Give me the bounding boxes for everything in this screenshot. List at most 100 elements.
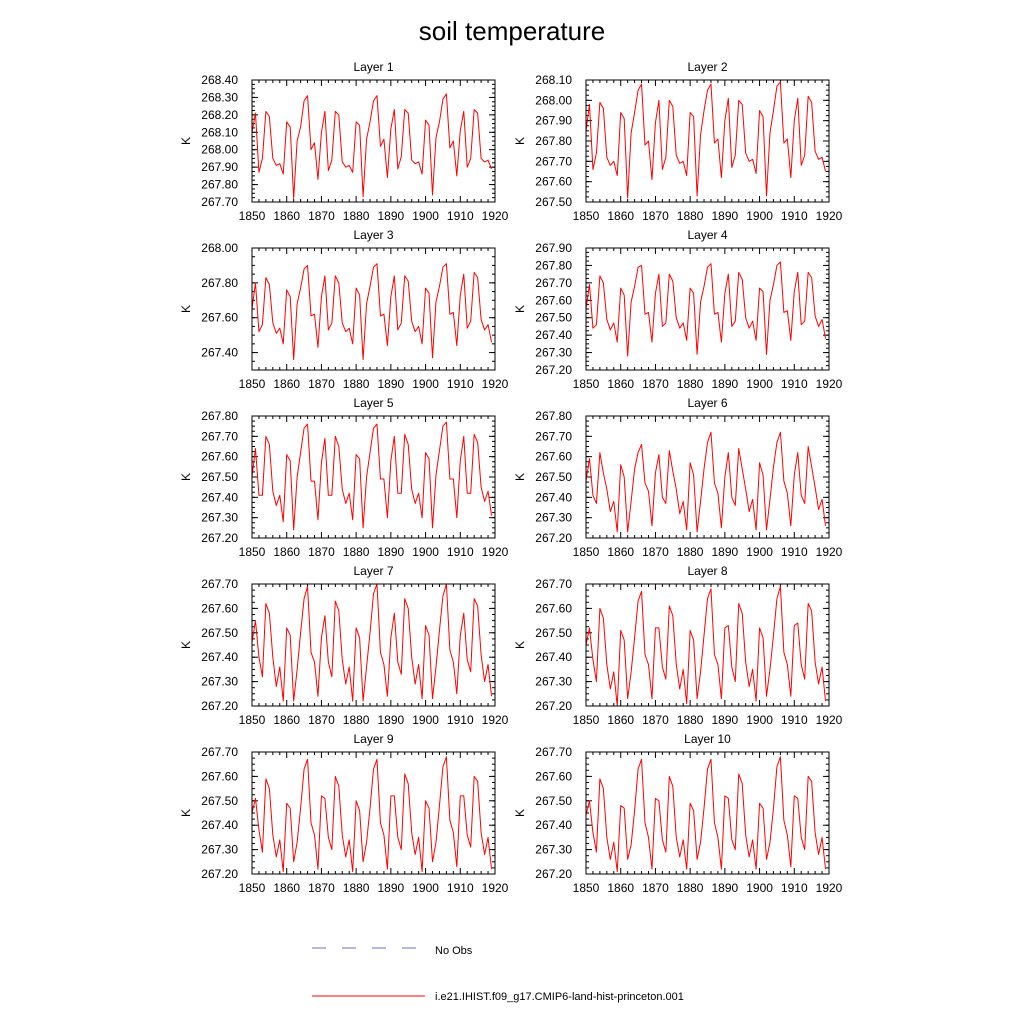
layer-8-xtick-label: 1850 (573, 713, 600, 727)
layer-5-ytick-label: 267.40 (201, 490, 238, 504)
layer-7-ytick-label: 267.60 (201, 601, 238, 615)
layer-3-ytick-label: 267.60 (201, 311, 238, 325)
layer-4-ytick-label: 267.50 (535, 311, 572, 325)
layer-6-ytick-label: 267.20 (535, 531, 572, 545)
layer-4-ytick-label: 267.90 (535, 241, 572, 255)
layer-1-xtick-label: 1920 (482, 209, 509, 223)
layer-6-ylabel: K (513, 473, 527, 481)
layer-4-ytick-label: 267.70 (535, 276, 572, 290)
layer-5-xtick-label: 1920 (482, 545, 509, 559)
layer-10-xtick-label: 1920 (816, 881, 843, 895)
layer-5-ytick-label: 267.60 (201, 450, 238, 464)
layer-2-xtick-label: 1880 (677, 209, 704, 223)
layer-2-ytick-label: 267.80 (535, 134, 572, 148)
layer-9-xtick-label: 1910 (447, 881, 474, 895)
layer-6-ytick-label: 267.60 (535, 450, 572, 464)
figure-title: soil temperature (419, 16, 605, 46)
layer-9-title: Layer 9 (353, 732, 393, 746)
layer-2-ytick-label: 267.70 (535, 154, 572, 168)
layer-4-xtick-label: 1860 (607, 377, 634, 391)
layer-5-xtick-label: 1910 (447, 545, 474, 559)
layer-3-ytick-label: 268.00 (201, 241, 238, 255)
layer-10-xtick-label: 1860 (607, 881, 634, 895)
layer-10-ytick-label: 267.50 (535, 794, 572, 808)
layer-10-frame (585, 751, 830, 875)
layer-8-xtick-label: 1880 (677, 713, 704, 727)
layer-6-ytick-label: 267.80 (535, 409, 572, 423)
layer-3-ytick-label: 267.40 (201, 346, 238, 360)
layer-8-ylabel: K (513, 641, 527, 649)
layer-10-ytick-label: 267.60 (535, 769, 572, 783)
layer-4-ytick-label: 267.40 (535, 328, 572, 342)
layer-9-xtick-label: 1860 (273, 881, 300, 895)
layer-6-ytick-label: 267.40 (535, 490, 572, 504)
layer-1-ytick-label: 267.70 (201, 195, 238, 209)
layer-6-xtick-label: 1900 (746, 545, 773, 559)
layer-3-xtick-label: 1900 (412, 377, 439, 391)
layer-1-xtick-label: 1850 (239, 209, 266, 223)
layer-1-xtick-label: 1880 (343, 209, 370, 223)
layer-2-ytick-label: 267.90 (535, 114, 572, 128)
layer-9-xtick-label: 1850 (239, 881, 266, 895)
layer-4-xtick-label: 1910 (781, 377, 808, 391)
layer-4-ytick-label: 267.60 (535, 293, 572, 307)
layer-7-ytick-label: 267.70 (201, 577, 238, 591)
layer-8-ytick-label: 267.60 (535, 601, 572, 615)
layer-5-ytick-label: 267.30 (201, 511, 238, 525)
layer-2-ytick-label: 267.50 (535, 195, 572, 209)
layer-8-series-line (585, 585, 827, 707)
layer-5-xtick-label: 1890 (378, 545, 405, 559)
layer-6-xtick-label: 1870 (642, 545, 669, 559)
layer-1-ytick-label: 268.10 (201, 125, 238, 139)
layer-5-xtick-label: 1900 (412, 545, 439, 559)
layer-4-xtick-label: 1880 (677, 377, 704, 391)
layer-3-series-line (251, 263, 493, 361)
layer-3-xtick-label: 1870 (308, 377, 335, 391)
layer-10-xtick-label: 1880 (677, 881, 704, 895)
layer-1-ytick-label: 267.80 (201, 178, 238, 192)
layer-6-ytick-label: 267.30 (535, 511, 572, 525)
layer-1-ytick-label: 268.30 (201, 90, 238, 104)
layer-3-title: Layer 3 (353, 228, 393, 242)
layer-6-xtick-label: 1850 (573, 545, 600, 559)
layer-9-panel: Layer 9 1850 1860 1870 1880 1890 1900 1910 1920 2… (179, 732, 509, 895)
layer-5-ytick-label: 267.50 (201, 470, 238, 484)
layer-1-series-line (251, 93, 492, 200)
layer-9-xtick-label: 1920 (482, 881, 509, 895)
layer-4-ytick-label: 267.30 (535, 346, 572, 360)
layer-5-frame (251, 415, 496, 539)
layer-5-xtick-label: 1860 (273, 545, 300, 559)
layer-6-xtick-label: 1880 (677, 545, 704, 559)
layer-8-xtick-label: 1890 (712, 713, 739, 727)
layer-5-xtick-label: 1850 (239, 545, 266, 559)
layer-6-frame (585, 415, 830, 539)
layer-8-ytick-label: 267.30 (535, 675, 572, 689)
layer-4-ytick-label: 267.20 (535, 363, 572, 377)
layer-2-xtick-label: 1850 (573, 209, 600, 223)
layer-5-panel: Layer 5 1850 1860 1870 1880 1890 1900 1910 1920 2… (179, 396, 509, 559)
layer-2-xtick-label: 1920 (816, 209, 843, 223)
layer-1-ytick-label: 268.40 (201, 73, 238, 87)
layer-9-xtick-label: 1890 (378, 881, 405, 895)
layer-7-frame (251, 583, 496, 707)
layer-5-ytick-label: 267.70 (201, 429, 238, 443)
layer-7-xtick-label: 1870 (308, 713, 335, 727)
layer-10-ytick-label: 267.70 (535, 745, 572, 759)
layer-1-frame (251, 79, 496, 203)
layer-5-xtick-label: 1870 (308, 545, 335, 559)
layer-2-ylabel: K (513, 137, 527, 145)
layer-6-ytick-label: 267.70 (535, 429, 572, 443)
layer-10-ylabel: K (513, 809, 527, 817)
layer-2-series-line (585, 81, 827, 199)
layer-4-xtick-label: 1920 (816, 377, 843, 391)
layer-6-series-line (585, 431, 827, 533)
layer-10-ytick-label: 267.30 (535, 843, 572, 857)
layer-7-xtick-label: 1920 (482, 713, 509, 727)
layer-6-panel: Layer 6 1850 1860 1870 1880 1890 1900 1910 1920 2… (513, 396, 843, 559)
layer-2-xtick-label: 1870 (642, 209, 669, 223)
layer-3-frame (251, 247, 496, 371)
layer-7-ytick-label: 267.50 (201, 626, 238, 640)
layer-6-title: Layer 6 (687, 396, 727, 410)
layer-10-ytick-label: 267.20 (535, 867, 572, 881)
layer-10-title: Layer 10 (684, 732, 731, 746)
